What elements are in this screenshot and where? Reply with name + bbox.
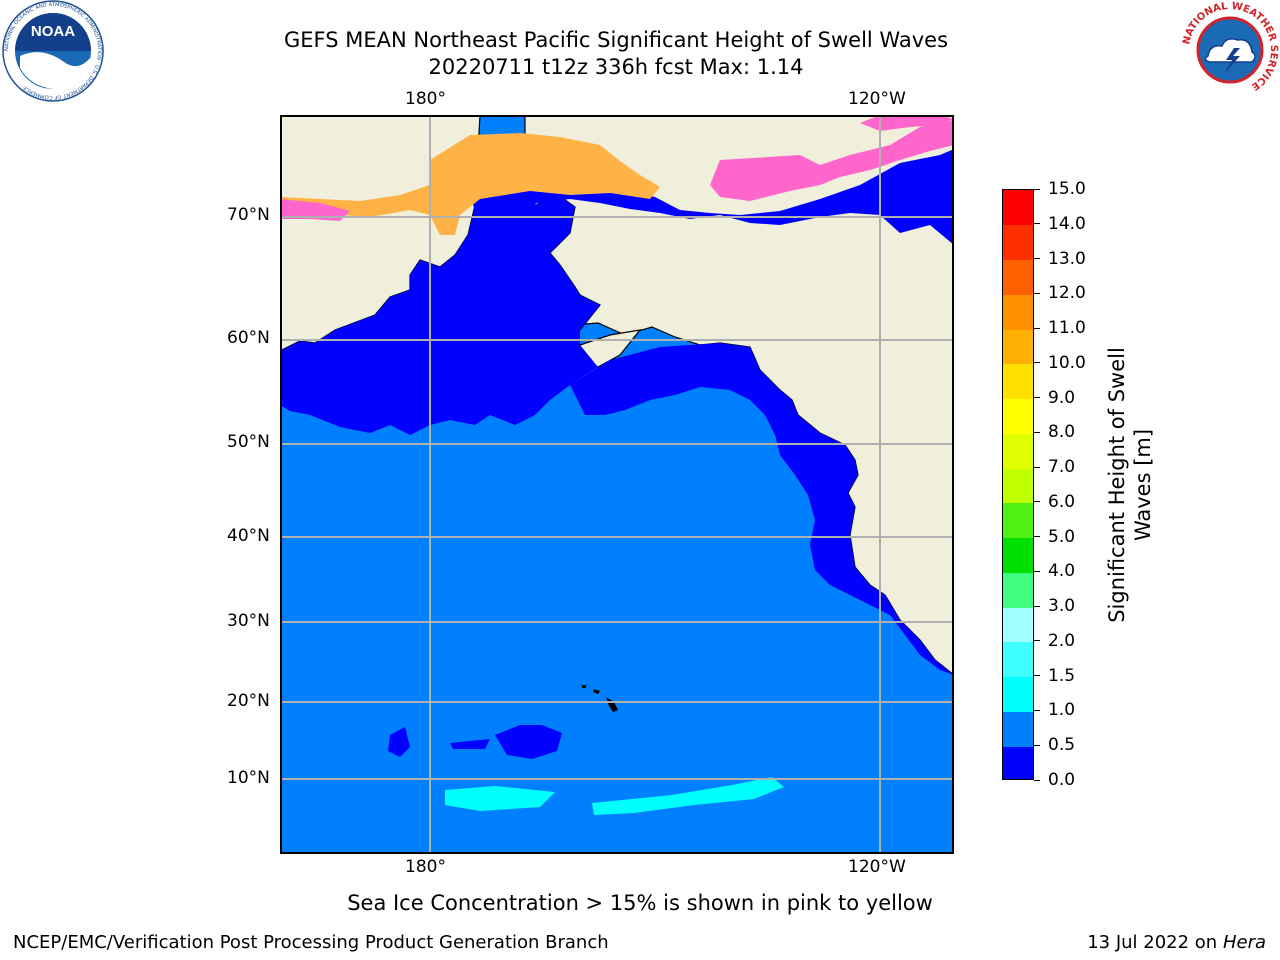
lat-label-60n: 60°N — [227, 328, 270, 348]
colorbar-band-4 — [1003, 607, 1033, 643]
colorbar-tick-mark — [1034, 362, 1040, 364]
colorbar-tick-mark — [1034, 223, 1040, 225]
colorbar-tick-mark — [1034, 327, 1040, 329]
noaa-logo-text: NOAA — [31, 23, 75, 40]
title-line-2: 20220711 t12z 336h fcst Max: 1.14 — [428, 55, 804, 79]
colorbar-tick-mark — [1034, 501, 1040, 503]
sea-ice-pink-east — [710, 120, 954, 201]
colorbar-band-0 — [1003, 746, 1033, 779]
lon-label-bottom-120w: 120°W — [848, 857, 906, 877]
ocean-swell-0.0-0.5-patch-3 — [450, 739, 490, 749]
colorbar-band-5 — [1003, 572, 1033, 608]
colorbar-tick-label: 11.0 — [1048, 318, 1086, 339]
colorbar-tick-mark — [1034, 675, 1040, 677]
credit-text: NCEP/EMC/Verification Post Processing Pr… — [13, 932, 609, 953]
colorbar-band-7 — [1003, 502, 1033, 539]
colorbar-tick-mark — [1034, 431, 1040, 433]
map-frame — [280, 115, 954, 854]
swell-height-map — [280, 115, 954, 854]
colorbar-band-1 — [1003, 711, 1033, 747]
colorbar-tick-label: 4.0 — [1048, 561, 1076, 582]
colorbar-tick-label: 8.0 — [1048, 422, 1076, 443]
noaa-logo: NOAA NATIONAL OCEANIC AND ATMOSPHERIC AD… — [2, 0, 104, 102]
colorbar-band-10 — [1003, 398, 1033, 434]
sea-ice-orange — [280, 133, 660, 235]
colorbar-tick-label: 2.0 — [1048, 630, 1076, 651]
ocean-swell-1.0-1.5-band-2 — [592, 777, 784, 815]
colorbar-label-line1: Significant Height of Swell — [1105, 347, 1129, 623]
ocean-swell-1.0-1.5-band — [445, 786, 555, 811]
colorbar-tick-label: 0.0 — [1048, 770, 1076, 790]
colorbar-tick-label: 5.0 — [1048, 526, 1076, 547]
colorbar-band-9 — [1003, 433, 1033, 469]
colorbar-tick-label: 6.0 — [1048, 491, 1076, 512]
colorbar-band-12 — [1003, 329, 1033, 365]
sea-ice-pink — [280, 199, 350, 221]
colorbar-tick-mark — [1034, 570, 1040, 572]
colorbar-band-11 — [1003, 363, 1033, 400]
colorbar-tick-mark — [1034, 397, 1040, 399]
colorbar-band-8 — [1003, 468, 1033, 504]
machine-name: Hera — [1222, 932, 1266, 953]
run-date-text: 13 Jul 2022 on — [1087, 932, 1223, 953]
colorbar-tick-label: 13.0 — [1048, 248, 1086, 269]
colorbar-label-line2: Waves [m] — [1131, 428, 1155, 542]
colorbar-tick-label: 1.0 — [1048, 700, 1076, 721]
colorbar-tick-label: 7.0 — [1048, 457, 1076, 478]
colorbar-band-15 — [1003, 224, 1033, 260]
lon-label-top-120w: 120°W — [848, 89, 906, 109]
lat-label-50n: 50°N — [227, 432, 270, 452]
colorbar-tick-mark — [1034, 744, 1040, 746]
colorbar-tick-mark — [1034, 536, 1040, 538]
lat-label-40n: 40°N — [227, 526, 270, 546]
lat-label-20n: 20°N — [227, 691, 270, 711]
ocean-swell-0.0-0.5-patch-2 — [388, 727, 410, 757]
colorbar-tick-mark — [1034, 709, 1040, 711]
run-date: 13 Jul 2022 on Hera — [1087, 932, 1266, 953]
colorbar-tick-label: 1.5 — [1048, 665, 1076, 686]
island-hawaii — [582, 685, 618, 712]
sea-ice-pink-north — [860, 115, 954, 131]
ocean-swell-0.0-0.5-arctic — [470, 149, 954, 245]
colorbar-tick-mark — [1034, 779, 1040, 781]
ocean-swell-0.0-0.5-bering — [280, 193, 600, 435]
colorbar-tick-label: 3.0 — [1048, 596, 1076, 617]
sea-ice-note: Sea Ice Concentration > 15% is shown in … — [347, 891, 933, 915]
colorbar-tick-mark — [1034, 258, 1040, 260]
colorbar-band-6 — [1003, 537, 1033, 573]
colorbar-tick-label: 15.0 — [1048, 179, 1086, 199]
nws-logo: NATIONAL WEATHER SERVICE — [1180, 0, 1280, 100]
colorbar-band-2 — [1003, 676, 1033, 712]
lat-label-30n: 30°N — [227, 611, 270, 631]
lon-label-top-180: 180° — [405, 89, 446, 109]
colorbar — [1002, 189, 1034, 780]
graticule — [280, 115, 954, 854]
colorbar-band-13 — [1003, 294, 1033, 330]
ocean-swell-0.0-0.5-gulf-alaska — [570, 343, 954, 675]
title-line-1: GEFS MEAN Northeast Pacific Significant … — [283, 28, 949, 52]
colorbar-tick-label: 10.0 — [1048, 352, 1086, 373]
lat-label-10n: 10°N — [227, 768, 270, 788]
lon-label-bottom-180: 180° — [405, 857, 446, 877]
colorbar-tick-mark — [1034, 292, 1040, 294]
colorbar-tick-label: 14.0 — [1048, 213, 1086, 234]
colorbar-tick-mark — [1034, 640, 1040, 642]
colorbar-tick-mark — [1034, 466, 1040, 468]
colorbar-band-14 — [1003, 259, 1033, 295]
lat-label-70n: 70°N — [227, 205, 270, 225]
colorbar-tick-mark — [1034, 605, 1040, 607]
colorbar-tick-label: 0.5 — [1048, 735, 1076, 756]
colorbar-tick-label: 12.0 — [1048, 283, 1086, 304]
colorbar-band-3 — [1003, 641, 1033, 678]
colorbar-tick-mark — [1034, 188, 1040, 190]
colorbar-band-16 — [1003, 190, 1033, 226]
ocean-swell-0.0-0.5-patch — [495, 725, 562, 759]
colorbar-tick-label: 9.0 — [1048, 387, 1076, 408]
